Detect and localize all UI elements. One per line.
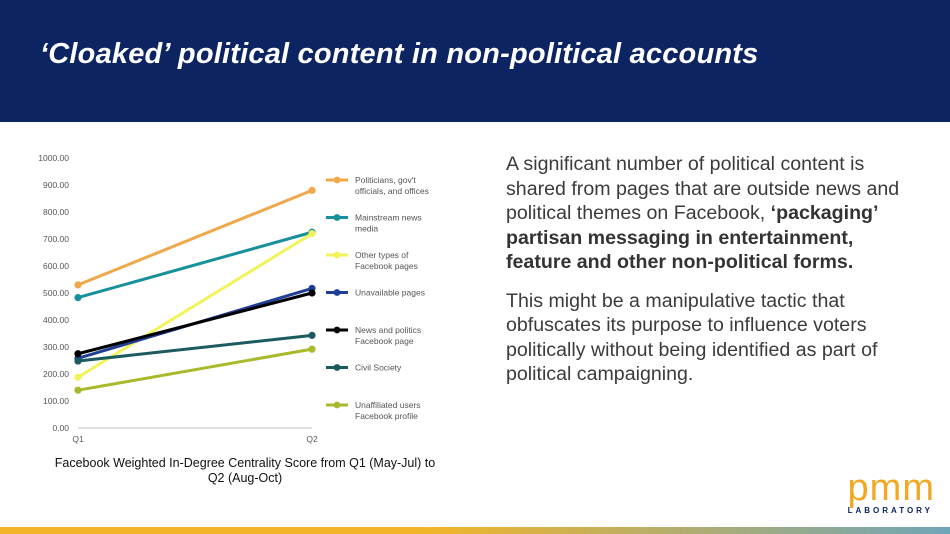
legend-marker <box>333 326 341 334</box>
y-tick-label: 800.00 <box>43 207 69 217</box>
paragraph-2: This might be a manipulative tactic that… <box>506 289 878 386</box>
series-line <box>77 230 313 300</box>
legend-label: Unaffiliated users <box>355 400 421 410</box>
data-point <box>308 230 316 238</box>
y-tick-label: 400.00 <box>43 315 69 325</box>
series-lines <box>74 186 316 394</box>
legend-marker <box>333 214 341 221</box>
y-axis: 0.00 100.00 200.00 300.00 400.00 500.00 600.00… <box>38 153 69 433</box>
y-tick-label: 900.00 <box>43 180 69 190</box>
y-tick-label: 700.00 <box>43 234 69 244</box>
legend-marker <box>333 401 341 409</box>
legend-marker <box>333 364 341 371</box>
series-line <box>77 189 313 287</box>
paragraph-1: A significant number of political conten… <box>506 152 916 275</box>
title-banner: ‘Cloaked’ political content in non-polit… <box>0 0 950 122</box>
legend-label: media <box>355 224 378 234</box>
data-point <box>74 350 82 358</box>
x-axis: Q1 Q2 <box>72 427 318 444</box>
y-tick-label: 300.00 <box>43 342 69 352</box>
data-point <box>308 331 316 339</box>
y-tick-label: 0.00 <box>52 423 69 433</box>
line-chart: 0.00 100.00 200.00 300.00 400.00 500.00 600.00… <box>38 153 429 444</box>
series-line <box>77 347 313 392</box>
legend-label: Mainstream news <box>355 213 422 223</box>
paragraph-1-emphasis: ‘packaging’ partisan messaging in entert… <box>506 202 878 273</box>
legend-label: Other types of <box>355 250 409 260</box>
x-axis-title: Facebook Weighted In-Degree Centrality S… <box>54 456 436 485</box>
data-point <box>74 293 82 302</box>
legend-label: Facebook pages <box>355 261 418 271</box>
logo-wordmark: pmm <box>847 467 935 509</box>
series-line <box>77 291 313 356</box>
y-tick-label: 200.00 <box>43 369 69 379</box>
x-tick-label: Q1 <box>72 434 84 444</box>
bottom-accent-bar <box>0 527 950 534</box>
y-tick-label: 100.00 <box>43 396 69 406</box>
pmm-laboratory-logo: pmm LABORATORY <box>832 468 937 518</box>
data-point <box>308 186 316 194</box>
data-point <box>308 289 316 297</box>
logo-subtitle: LABORATORY <box>847 506 933 515</box>
data-point <box>74 386 82 394</box>
paragraph-1-text: A significant number of political conten… <box>506 153 900 224</box>
legend-label: News and politics <box>355 325 421 335</box>
legend-label: Civil Society <box>355 363 402 373</box>
series-line <box>77 232 313 379</box>
data-point <box>308 345 316 353</box>
x-tick-label: Q2 <box>306 434 318 444</box>
legend-label: officials, and offices <box>355 186 429 196</box>
series-line <box>77 333 313 363</box>
body-text: A significant number of political conten… <box>506 152 916 401</box>
y-tick-label: 600.00 <box>43 261 69 271</box>
legend-label: Politicians, gov't <box>355 175 416 185</box>
legend-marker <box>333 251 341 259</box>
slide-title: ‘Cloaked’ political content in non-polit… <box>40 38 759 70</box>
legend-label: Facebook page <box>355 336 414 346</box>
data-point <box>74 357 82 365</box>
legend-marker <box>333 176 341 184</box>
y-tick-label: 1000.00 <box>38 153 69 163</box>
legend-label: Unavailable pages <box>355 288 425 298</box>
y-tick-label: 500.00 <box>43 288 69 298</box>
data-point <box>74 281 82 289</box>
data-point <box>74 373 82 381</box>
legend-marker <box>333 289 341 296</box>
legend-label: Facebook profile <box>355 411 418 421</box>
